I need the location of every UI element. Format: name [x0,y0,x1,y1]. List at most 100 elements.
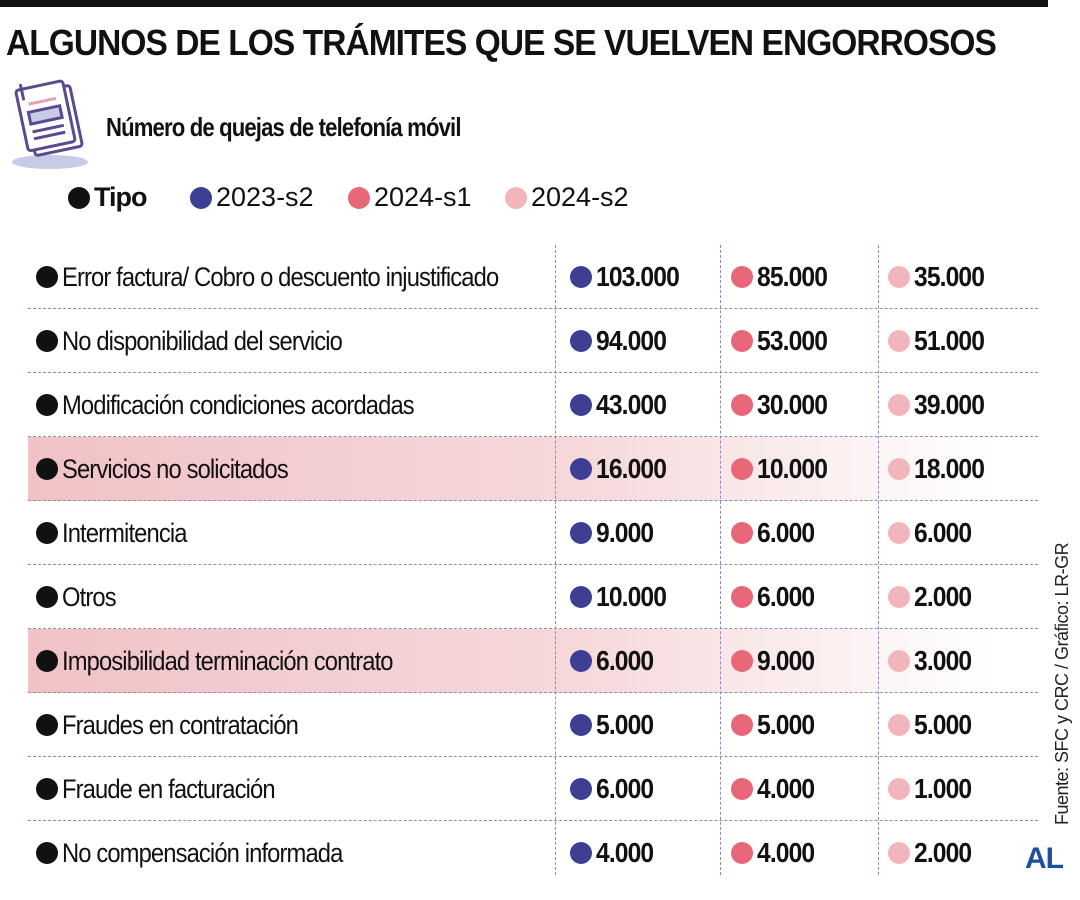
series-dot [731,586,753,608]
legend-dot [505,186,527,209]
value-label: 6.000 [757,581,815,612]
tipo-label: Fraudes en contratación [62,709,299,740]
value-cell-2024-s2: 35.000 [888,245,994,309]
series-dot [570,714,592,736]
value-label: 6.000 [757,517,815,548]
value-label: 9.000 [596,517,654,548]
tipo-dot [36,650,58,672]
value-cell-2024-s1: 4.000 [731,821,822,885]
legend-2024-s2: 2024-s2 [505,182,629,213]
value-label: 5.000 [596,709,654,740]
tipo-label: Otros [62,581,117,612]
value-label: 10.000 [596,581,667,612]
value-cell-2024-s1: 10.000 [731,437,837,501]
series-dot [888,266,910,288]
legend-2023-s2: 2023-s2 [190,182,314,213]
value-cell-2024-s2: 5.000 [888,693,979,757]
series-dot [888,522,910,544]
value-label: 2.000 [914,837,972,868]
series-dot [888,330,910,352]
tipo-label: Fraude en facturación [62,773,276,804]
value-cell-2024-s2: 2.000 [888,821,979,885]
value-cell-2024-s2: 51.000 [888,309,994,373]
series-dot [731,650,753,672]
value-label: 39.000 [914,389,985,420]
row-divider [28,500,1038,501]
tipo-dot [36,266,58,288]
tipo-cell: Fraude en facturación [36,757,304,821]
value-label: 4.000 [757,837,815,868]
series-dot [570,522,592,544]
value-label: 2.000 [914,581,972,612]
column-divider [720,245,721,875]
row-divider [28,564,1038,565]
value-cell-2024-s1: 6.000 [731,501,822,565]
chart-subtitle: Número de quejas de telefonía móvil [106,112,461,142]
legend-label: 2024-s2 [531,182,629,212]
table-row: Fraude en facturación 6.000 4.000 1.000 [28,757,1048,821]
tipo-label: Intermitencia [62,517,187,548]
table-row: Intermitencia 9.000 6.000 6.000 [28,501,1048,565]
value-label: 4.000 [757,773,815,804]
series-dot [570,842,592,864]
value-label: 18.000 [914,453,985,484]
value-cell-2023-s2: 103.000 [570,245,690,309]
tipo-label: No compensación informada [62,837,343,868]
series-dot [731,714,753,736]
series-dot [570,266,592,288]
table-row: Otros 10.000 6.000 2.000 [28,565,1048,629]
series-dot [570,394,592,416]
row-divider [28,436,1038,437]
legend-dot [190,186,212,209]
value-cell-2023-s2: 16.000 [570,437,676,501]
source-note: Fuente: SFC y CRC / Gráfico: LR-GR [1052,542,1072,825]
row-divider [28,628,1038,629]
row-divider [28,692,1038,693]
tipo-dot [36,522,58,544]
tipo-label: Error factura/ Cobro o descuento injusti… [62,261,499,292]
value-label: 35.000 [914,261,985,292]
value-cell-2024-s2: 3.000 [888,629,979,693]
tipo-cell: Error factura/ Cobro o descuento injusti… [36,245,558,309]
value-cell-2024-s2: 18.000 [888,437,994,501]
value-cell-2024-s1: 53.000 [731,309,837,373]
value-label: 103.000 [596,261,680,292]
legend-label: 2024-s1 [374,182,472,212]
value-label: 4.000 [596,837,654,868]
tipo-dot [36,586,58,608]
tipo-dot [36,330,58,352]
table-row: Fraudes en contratación 5.000 5.000 5.000 [28,693,1048,757]
series-dot [888,394,910,416]
value-label: 5.000 [914,709,972,740]
column-divider [878,245,879,875]
table-row: Modificación condiciones acordadas 43.000… [28,373,1048,437]
tipo-label: Servicios no solicitados [62,453,289,484]
legend-dot [68,186,90,209]
value-cell-2024-s1: 4.000 [731,757,822,821]
legend-2024-s1: 2024-s1 [348,182,472,213]
value-label: 16.000 [596,453,667,484]
series-dot [570,458,592,480]
row-divider [28,372,1038,373]
series-dot [888,650,910,672]
table-row: No disponibilidad del servicio 94.000 53.0… [28,309,1048,373]
column-divider [555,245,556,875]
series-dot [731,842,753,864]
tipo-dot [36,394,58,416]
series-dot [570,650,592,672]
value-cell-2024-s2: 39.000 [888,373,994,437]
brand-logo: AL [1025,842,1064,875]
tipo-label: Modificación condiciones acordadas [62,389,415,420]
series-dot [570,778,592,800]
row-divider [28,756,1038,757]
series-dot [888,586,910,608]
legend-tipo: Tipo [68,182,147,213]
value-label: 10.000 [757,453,828,484]
series-dot [731,394,753,416]
row-divider [28,308,1038,309]
top-rule [0,0,1048,7]
value-label: 51.000 [914,325,985,356]
series-dot [888,842,910,864]
value-cell-2024-s1: 85.000 [731,245,837,309]
value-cell-2024-s1: 9.000 [731,629,822,693]
